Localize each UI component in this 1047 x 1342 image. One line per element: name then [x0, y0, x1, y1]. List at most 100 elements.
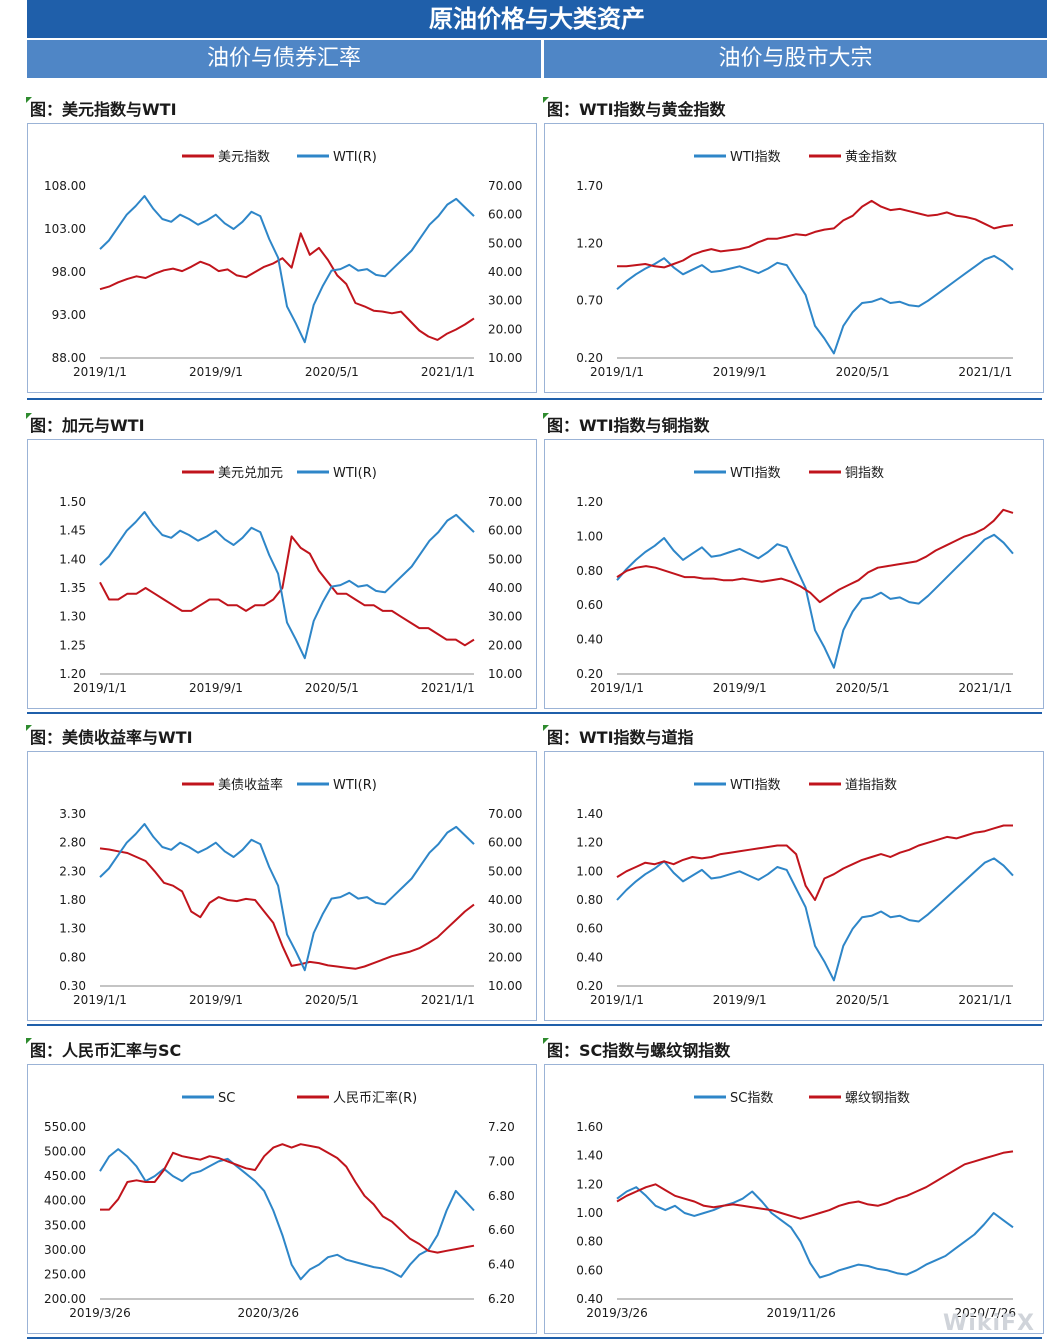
x-tick: 2020/3/26 — [238, 1306, 300, 1320]
row-divider — [27, 1337, 1042, 1339]
y-tick-left: 1.20 — [576, 495, 603, 509]
x-tick: 2019/9/1 — [713, 681, 767, 695]
x-tick: 2019/9/1 — [713, 365, 767, 379]
chart-panel-ust: 美债收益率 WTI(R) 3.30 2.80 2.30 1.80 1.30 0.80 0.30 7… — [27, 751, 537, 1021]
caption-ust: 图：美债收益率与WTI — [26, 725, 193, 747]
y-tick-left: 500.00 — [44, 1145, 86, 1159]
caption-cad: 图：加元与WTI — [26, 413, 145, 435]
chart-rmb: SC 人民币汇率(R) 550.00 500.00 450.00 400.00 350.00… — [44, 1090, 515, 1320]
x-tick: 2019/1/1 — [73, 681, 127, 695]
y-tick-right: 40.00 — [488, 581, 522, 595]
x-tick: 2019/1/1 — [73, 365, 127, 379]
x-tick: 2021/1/1 — [421, 365, 475, 379]
y-tick-left: 103.00 — [44, 222, 86, 236]
x-tick: 2019/1/1 — [590, 993, 644, 1007]
y-tick-right: 70.00 — [488, 807, 522, 821]
caption-rmb: 图：人民币汇率与SC — [25, 1038, 182, 1060]
x-tick: 2020/5/1 — [305, 681, 359, 695]
y-tick-right: 60.00 — [488, 208, 522, 222]
y-tick-left: 0.80 — [576, 564, 603, 578]
y-tick-left: 0.80 — [576, 893, 603, 907]
y-tick-left: 1.00 — [576, 864, 603, 878]
y-tick-left: 1.00 — [576, 1206, 603, 1220]
y-tick-right: 70.00 — [488, 179, 522, 193]
y-tick-left: 1.20 — [576, 1177, 603, 1191]
y-tick-left: 1.35 — [59, 581, 86, 595]
y-tick-left: 2.80 — [59, 836, 86, 850]
row-divider — [27, 1024, 1042, 1026]
y-tick-right: 10.00 — [488, 351, 522, 365]
series-line — [99, 511, 475, 660]
series-line — [616, 254, 1014, 355]
x-tick: 2021/1/1 — [421, 681, 475, 695]
chart-panel-usd: 美元指数 WTI(R) 108.00 103.00 98.00 93.00 88.00 70.… — [27, 123, 537, 393]
x-tick: 2021/1/1 — [958, 993, 1012, 1007]
chart-rebar: SC指数 螺纹钢指数1.601.401.201.000.800.600.40201… — [576, 1091, 1017, 1320]
y-tick-right: 20.00 — [488, 638, 522, 652]
y-tick-right: 60.00 — [488, 836, 522, 850]
page-title: 原油价格与大类资产 — [27, 0, 1047, 38]
y-tick-left: 1.70 — [576, 179, 603, 193]
x-tick: 2020/5/1 — [305, 993, 359, 1007]
x-tick: 2019/3/26 — [69, 1306, 131, 1320]
chart-panel-rebar: SC指数 螺纹钢指数 1.60 1.40 1.20 1.00 0.80 0.60 0.40 201… — [544, 1064, 1044, 1334]
y-tick-left: 0.60 — [576, 598, 603, 612]
x-tick: 2019/1/1 — [590, 365, 644, 379]
series-line — [617, 199, 1014, 269]
y-tick-right: 40.00 — [488, 265, 522, 279]
y-tick-left: 1.80 — [59, 893, 86, 907]
chart-panel-cad: 美元兑加元 WTI(R) 1.50 1.45 1.40 1.35 1.30 1.25 1.20 7… — [27, 439, 537, 709]
x-tick: 2019/9/1 — [713, 993, 767, 1007]
y-tick-left: 1.30 — [59, 922, 86, 936]
y-tick-right: 50.00 — [488, 552, 522, 566]
x-tick: 2021/1/1 — [958, 681, 1012, 695]
y-tick-right: 6.80 — [488, 1189, 515, 1203]
caption-rebar: 图：SC指数与螺纹钢指数 — [542, 1038, 731, 1060]
y-tick-right: 6.40 — [488, 1258, 515, 1272]
x-tick: 2020/5/1 — [836, 365, 890, 379]
y-tick-right: 50.00 — [488, 236, 522, 250]
y-tick-left: 1.20 — [59, 667, 86, 681]
legend-label: SC指数 — [730, 1091, 773, 1106]
legend-label: WTI(R) — [333, 150, 377, 165]
y-tick-right: 30.00 — [488, 922, 522, 936]
y-tick-right: 6.60 — [488, 1223, 515, 1237]
series-line — [99, 1148, 475, 1281]
y-tick-right: 7.00 — [488, 1154, 515, 1168]
legend-label: 铜指数 — [845, 466, 884, 481]
y-tick-right: 50.00 — [488, 864, 522, 878]
y-tick-left: 0.80 — [576, 1235, 603, 1249]
series-line — [616, 1186, 1014, 1279]
chart-panel-copper: WTI指数 铜指数 1.20 1.00 0.80 0.60 0.40 0.20 2019/1/1… — [544, 439, 1044, 709]
y-tick-left: 1.40 — [576, 807, 603, 821]
y-tick-left: 0.30 — [59, 979, 86, 993]
y-tick-left: 0.70 — [576, 294, 603, 308]
series-line — [99, 232, 475, 341]
legend-label: 美债收益率 — [218, 777, 283, 793]
x-tick: 2019/3/26 — [586, 1306, 648, 1320]
legend-label: 螺纹钢指数 — [845, 1091, 910, 1106]
y-tick-left: 1.20 — [576, 236, 603, 250]
watermark-text: WikiFX — [943, 1311, 1035, 1336]
y-tick-left: 0.20 — [576, 667, 603, 681]
y-tick-left: 250.00 — [44, 1267, 86, 1281]
y-tick-left: 200.00 — [44, 1292, 86, 1306]
row-divider — [27, 398, 1042, 400]
y-tick-left: 0.40 — [576, 950, 603, 964]
y-tick-left: 350.00 — [44, 1218, 86, 1232]
y-tick-right: 60.00 — [488, 524, 522, 538]
y-tick-left: 1.45 — [59, 524, 86, 538]
x-tick: 2021/1/1 — [958, 365, 1012, 379]
y-tick-left: 0.80 — [59, 950, 86, 964]
left-section-header: 油价与债券汇率 — [27, 40, 541, 78]
y-tick-right: 40.00 — [488, 893, 522, 907]
series-line — [99, 823, 475, 972]
series-line — [99, 535, 475, 647]
y-tick-left: 300.00 — [44, 1243, 86, 1257]
x-tick: 2020/5/1 — [836, 993, 890, 1007]
y-tick-left: 400.00 — [44, 1194, 86, 1208]
chart-cad: 美元兑加元 WTI(R) 1.50 1.45 1.40 1.35 1.30 1.25 1.20 7… — [59, 466, 522, 695]
series-line — [616, 508, 1014, 604]
x-tick: 2020/7/26 — [955, 1306, 1017, 1320]
x-tick: 2019/11/26 — [767, 1306, 836, 1320]
